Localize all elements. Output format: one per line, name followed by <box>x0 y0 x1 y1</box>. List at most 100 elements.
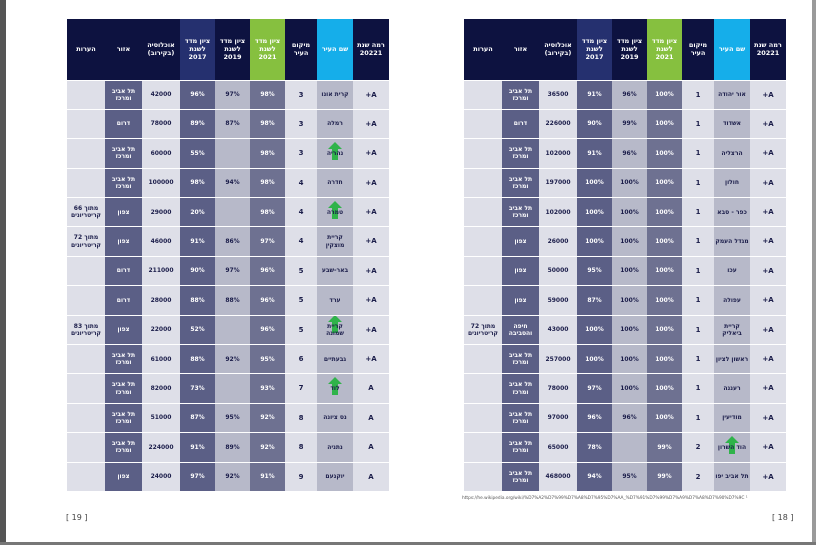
table-row: A+ נהריה 3 98% 55% 60000 תל אביב ומרכז <box>67 138 389 169</box>
cell-population: 100000 <box>142 167 180 198</box>
table-row: A+ קריית שמונה 5 96% 52% 22000 צפון מתוך 83 קרי… <box>67 314 389 345</box>
cell-rank: 4 <box>285 197 317 227</box>
cell-city: לוד <box>317 373 353 404</box>
cell-level: A <box>353 373 389 404</box>
window-left-border <box>0 0 6 545</box>
cell-score-2021: 100% <box>647 344 682 374</box>
table-row: A+ עכו 1 100% 100% 95% 50000 צפון <box>464 255 786 286</box>
cell-score-2017: 78% <box>577 432 612 463</box>
cell-city: רמלה <box>317 108 353 139</box>
cell-score-2017: 88% <box>180 344 215 374</box>
cell-level: A+ <box>353 79 389 110</box>
city-label: קרית אונו <box>321 91 349 99</box>
city-label: קריית מוצקין <box>325 234 345 249</box>
city-label: הוד השרון <box>717 443 747 451</box>
cell-score-2021: 100% <box>647 402 682 433</box>
cell-notes <box>67 108 105 139</box>
cell-score-2019: 100% <box>612 197 647 227</box>
table-row: A+ רמלה 3 98% 87% 89% 78000 דרום <box>67 108 389 139</box>
cell-score-2021: 100% <box>647 79 682 110</box>
cell-city: קריית ביאליק <box>714 314 750 345</box>
city-name: חולון <box>715 179 749 186</box>
cell-city: עכו <box>714 255 750 286</box>
table-row: A+ כפר - סבא 1 100% 100% 100% 102000 תל אביב ומ… <box>464 197 786 227</box>
header-area: אזור <box>105 19 142 80</box>
cell-notes <box>67 373 105 404</box>
cell-rank: 3 <box>285 108 317 139</box>
cell-area: תל אביב ומרכז <box>105 344 142 374</box>
cell-population: 78000 <box>539 373 577 404</box>
cell-population: 78000 <box>142 108 180 139</box>
window-bottom-border <box>0 542 816 545</box>
cell-population: 22000 <box>142 314 180 345</box>
cell-rank: 5 <box>285 255 317 286</box>
city-label: ערד <box>329 296 341 304</box>
cell-city: חולון <box>714 167 750 198</box>
cell-score-2017: 20% <box>180 197 215 227</box>
cell-score-2017: 91% <box>180 226 215 257</box>
cell-notes: מתוך 66 קריטריונים <box>67 197 105 227</box>
cell-score-2021: 98% <box>250 197 285 227</box>
cell-score-2021: 100% <box>647 285 682 316</box>
table-row: A+ אור יהודה 1 100% 96% 91% 36500 תל אביב ומרכז <box>464 79 786 110</box>
cell-level: A <box>353 432 389 463</box>
cell-population: 468000 <box>539 461 577 492</box>
cell-score-2017: 95% <box>577 255 612 286</box>
cell-score-2017: 100% <box>577 344 612 374</box>
cell-population: 226000 <box>539 108 577 139</box>
cell-score-2019: 96% <box>612 402 647 433</box>
city-label: נהריה <box>326 149 344 157</box>
cell-score-2017: 73% <box>180 373 215 404</box>
up-arrow-icon <box>328 377 342 395</box>
city-label: טמרה <box>326 208 344 216</box>
header-score-2021: ציון מדד לשנת 2021 <box>250 19 285 80</box>
cell-score-2019 <box>215 314 250 345</box>
cell-score-2019: 92% <box>215 461 250 492</box>
city-name: קריית ביאליק <box>715 323 749 337</box>
cell-level: A+ <box>353 108 389 139</box>
cell-score-2017: 88% <box>180 285 215 316</box>
cell-score-2017: 90% <box>577 108 612 139</box>
cell-score-2019: 89% <box>215 432 250 463</box>
cell-population: 60000 <box>142 138 180 169</box>
cell-population: 43000 <box>539 314 577 345</box>
cell-city: נתניה <box>317 432 353 463</box>
cell-area: תל אביב ומרכז <box>502 197 539 227</box>
city-name: טמרה <box>318 200 352 219</box>
cell-score-2019: 95% <box>612 461 647 492</box>
table-row: A+ מודיעין 1 100% 96% 96% 97000 תל אביב ומרכז <box>464 402 786 433</box>
cell-rank: 8 <box>285 432 317 463</box>
cell-population: 224000 <box>142 432 180 463</box>
cell-area: צפון <box>105 197 142 227</box>
header-population: אוכלוסיה (בקירוב) <box>142 19 180 80</box>
city-label: חדרה <box>327 179 343 187</box>
cell-notes: מתוך 72 קריטריונים <box>464 314 502 345</box>
cell-city: הרצליה <box>714 138 750 169</box>
cell-area: תל אביב ומרכז <box>502 461 539 492</box>
cell-rank: 1 <box>682 226 714 257</box>
cell-score-2019: 97% <box>215 79 250 110</box>
cell-area: צפון <box>502 226 539 257</box>
cell-notes <box>464 402 502 433</box>
header-score-2019: ציון מדד לשנת 2019 <box>215 19 250 80</box>
city-name: נתניה <box>318 444 352 451</box>
cell-score-2019: 88% <box>215 285 250 316</box>
cell-level: A+ <box>353 255 389 286</box>
cell-level: A <box>353 402 389 433</box>
header-city: שם העיר <box>317 19 353 80</box>
city-label: אשדוד <box>722 120 742 128</box>
cell-score-2017: 91% <box>577 138 612 169</box>
cell-level: A+ <box>353 226 389 257</box>
cell-score-2017: 91% <box>577 79 612 110</box>
cell-score-2017: 87% <box>577 285 612 316</box>
cell-score-2019: 100% <box>612 314 647 345</box>
table-row: A לוד 7 93% 73% 82000 תל אביב ומרכז <box>67 373 389 404</box>
cell-score-2021: 96% <box>250 314 285 345</box>
cell-score-2017: 100% <box>577 167 612 198</box>
cell-area: תל אביב ומרכז <box>502 432 539 463</box>
table-header-row: רמה שנת 20221 שם העיר מיקום העיר ציון מד… <box>464 19 786 80</box>
table-row: A נתניה 8 92% 89% 91% 224000 תל אביב ומרכז <box>67 432 389 463</box>
up-arrow-icon <box>328 141 342 160</box>
cell-level: A+ <box>750 285 786 316</box>
